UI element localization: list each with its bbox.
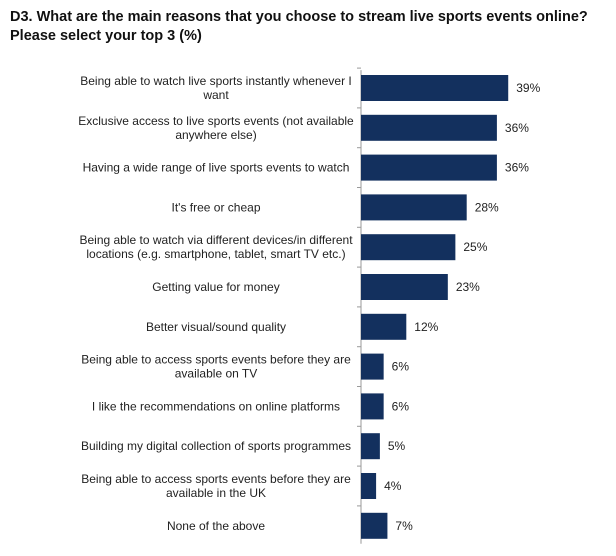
value-label: 25%: [463, 240, 487, 254]
value-label: 5%: [388, 439, 406, 453]
value-label: 6%: [392, 399, 410, 413]
category-label: Being able to watch live sports instantl…: [80, 74, 351, 102]
category-label: I like the recommendations on online pla…: [92, 399, 340, 413]
bar: [361, 154, 497, 181]
bar: [361, 473, 377, 499]
value-label: 7%: [395, 519, 413, 533]
category-label: It's free or cheap: [171, 200, 260, 214]
bar: [361, 274, 448, 300]
category-label: Getting value for money: [152, 280, 279, 294]
bar: [361, 313, 407, 340]
bar: [361, 353, 384, 380]
category-label: Being able to access sports events befor…: [81, 353, 351, 381]
bar: [361, 393, 384, 420]
value-label: 12%: [414, 320, 438, 334]
chart-title: D3. What are the main reasons that you c…: [10, 9, 588, 44]
value-label: 6%: [392, 360, 410, 374]
category-label: Better visual/sound quality: [146, 320, 286, 334]
value-label: 36%: [505, 161, 529, 175]
value-label: 4%: [384, 479, 402, 493]
category-label: None of the above: [167, 519, 265, 533]
category-label: Having a wide range of live sports event…: [83, 161, 350, 175]
value-label: 28%: [475, 200, 499, 214]
bar: [361, 194, 467, 221]
value-label: 36%: [505, 121, 529, 135]
value-label: 23%: [456, 280, 480, 294]
bar: [361, 114, 497, 141]
category-label: Being able to watch via different device…: [79, 233, 353, 261]
bar: [361, 234, 456, 261]
bar: [361, 75, 509, 101]
category-label: Exclusive access to live sports events (…: [78, 114, 354, 142]
bar: [361, 512, 388, 539]
value-label: 39%: [516, 81, 540, 95]
category-label: Being able to access sports events befor…: [81, 472, 351, 500]
bar: [361, 433, 380, 460]
category-label: Building my digital collection of sports…: [81, 439, 351, 453]
